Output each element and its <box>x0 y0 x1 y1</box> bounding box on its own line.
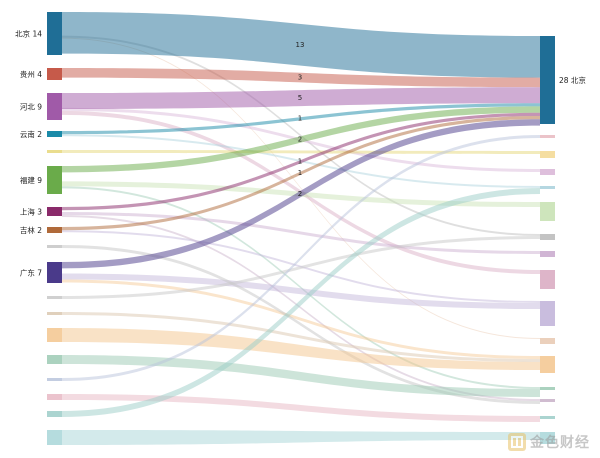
flow-value-label: 1 <box>298 158 302 166</box>
flow-value-label: 1 <box>298 169 302 177</box>
target-node-label: 28 北京 <box>559 75 586 85</box>
faint-link <box>62 135 540 381</box>
faint-link <box>62 279 540 359</box>
faint-link <box>62 37 540 340</box>
faint-link <box>62 430 540 445</box>
source-node[interactable] <box>47 93 62 120</box>
faint-link <box>62 236 540 299</box>
faded-target-node <box>540 251 555 257</box>
source-node[interactable] <box>47 207 62 216</box>
target-node[interactable] <box>540 36 555 124</box>
flow-value-label: 2 <box>298 190 302 198</box>
faded-target-node <box>540 387 555 390</box>
faded-target-node <box>540 186 555 189</box>
faded-source-node <box>47 378 62 381</box>
faded-target-node <box>540 356 555 373</box>
faint-link <box>62 273 540 309</box>
faint-link <box>62 394 540 422</box>
flow-value-label: 13 <box>296 41 305 49</box>
flow-link-5 <box>62 106 540 173</box>
faint-link <box>62 355 540 397</box>
flow-link-8 <box>62 119 540 269</box>
flow-link-4 <box>62 103 540 135</box>
faint-link <box>62 35 540 237</box>
faded-source-node <box>47 312 62 315</box>
faded-target-node <box>540 301 555 326</box>
faint-link <box>62 328 540 370</box>
faded-target-node <box>540 338 555 344</box>
source-node-label: 北京 14 <box>15 29 42 39</box>
faded-target-node <box>540 151 555 158</box>
faded-target-node <box>540 169 555 175</box>
flow-link-6 <box>62 112 540 211</box>
faded-target-node <box>540 135 555 138</box>
faint-link <box>62 186 540 389</box>
faded-source-node <box>47 430 62 445</box>
flow-value-label: 3 <box>298 74 302 82</box>
faint-link <box>62 214 540 401</box>
source-node[interactable] <box>47 68 62 80</box>
source-node-label: 上海 3 <box>20 207 42 217</box>
faint-link <box>62 188 540 417</box>
flow-link-7 <box>62 116 540 231</box>
source-node-label: 吉林 2 <box>20 225 42 235</box>
faded-target-node <box>540 399 555 402</box>
source-node[interactable] <box>47 131 62 137</box>
source-node[interactable] <box>47 227 62 233</box>
source-node-label: 贵州 4 <box>20 69 42 79</box>
faint-link <box>62 150 540 154</box>
watermark-text: 金色财经 <box>530 435 590 451</box>
faint-link <box>62 245 540 404</box>
watermark-logo-icon <box>508 433 526 451</box>
faint-link <box>62 211 540 254</box>
faded-target-node <box>540 234 555 240</box>
source-node[interactable] <box>47 12 62 55</box>
flow-value-label: 2 <box>298 135 302 143</box>
source-node-label: 广东 7 <box>20 268 42 278</box>
faded-source-node <box>47 355 62 364</box>
source-node[interactable] <box>47 166 62 194</box>
faded-target-node <box>540 270 555 289</box>
flow-value-label: 5 <box>298 94 302 102</box>
source-node-label: 云南 2 <box>20 129 42 139</box>
nodes-layer <box>47 12 555 445</box>
faded-source-node <box>47 150 62 153</box>
source-node-label: 福建 9 <box>20 175 42 185</box>
source-node[interactable] <box>47 262 62 283</box>
faint-link <box>62 312 540 362</box>
faded-source-node <box>47 411 62 417</box>
faded-target-node <box>540 416 555 419</box>
faded-target-node <box>540 432 555 444</box>
faded-source-node <box>47 328 62 342</box>
flow-link-3 <box>62 87 540 109</box>
flow-link-2 <box>62 68 540 88</box>
faded-source-node <box>47 296 62 299</box>
faded-source-node <box>47 394 62 400</box>
source-node-label: 河北 9 <box>20 103 42 112</box>
flow-value-label: 1 <box>298 115 302 123</box>
main-links-layer <box>62 12 540 269</box>
faded-target-node <box>540 202 555 221</box>
flow-link-1 <box>62 12 540 78</box>
labels-layer: 13 3 5 1 2 1 1 2 北京 14 贵州 4 河北 9 云南 2 福建 9 上海 3 吉林 2 广东… <box>15 29 586 278</box>
faded-source-node <box>47 245 62 248</box>
watermark: 金色财经 <box>508 432 590 452</box>
